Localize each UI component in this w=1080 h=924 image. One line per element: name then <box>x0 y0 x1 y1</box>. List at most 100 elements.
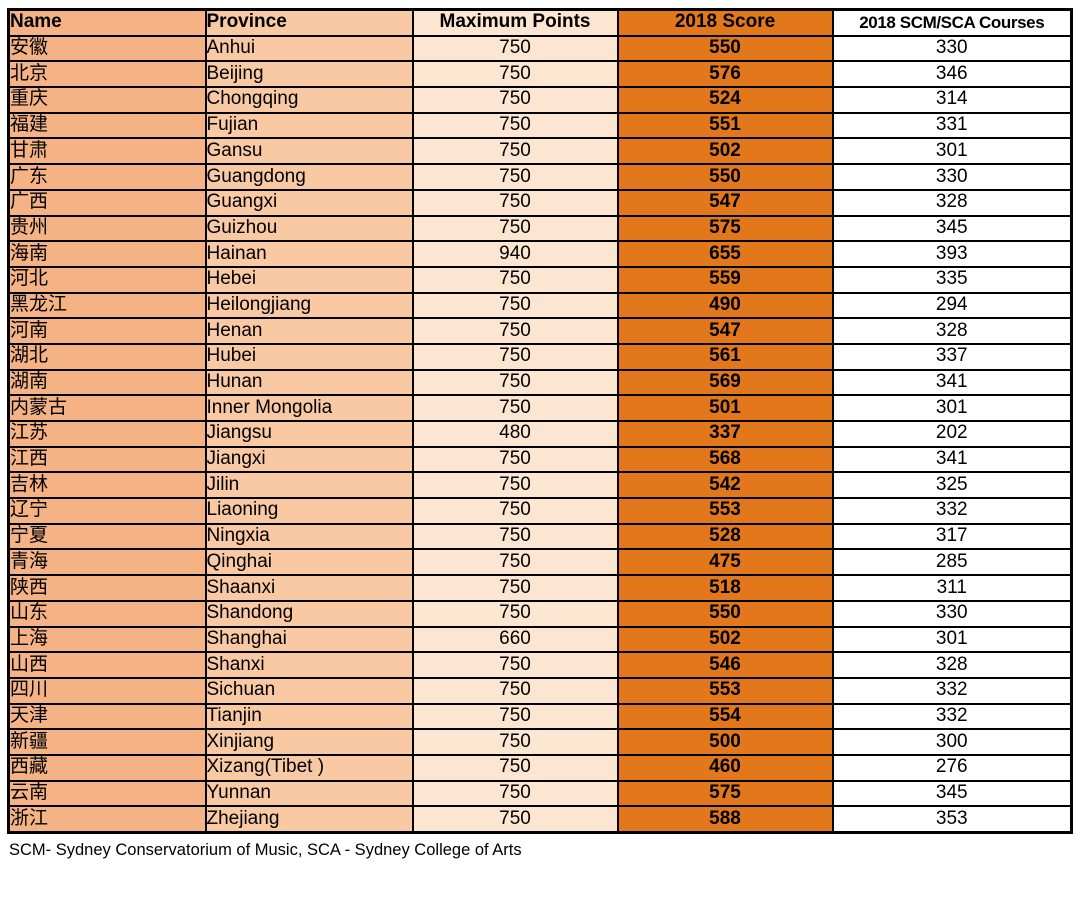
courses-cell: 314 <box>831 86 1073 114</box>
courses-cell: 325 <box>831 471 1073 500</box>
courses-cell: 330 <box>831 599 1073 628</box>
courses-cell: 345 <box>831 214 1073 243</box>
name-cell: 山西 <box>7 651 207 679</box>
courses-cell: 294 <box>831 291 1073 320</box>
name-cell: 贵州 <box>7 214 207 243</box>
province-cell: Anhui <box>204 34 414 63</box>
province-cell: Xinjiang <box>204 728 414 756</box>
score-cell: 553 <box>616 497 834 525</box>
province-cell: Hunan <box>204 368 414 397</box>
score-cell: 460 <box>616 753 834 782</box>
courses-cell: 301 <box>831 137 1073 166</box>
courses-cell: 341 <box>831 368 1073 397</box>
province-cell: Zhejiang <box>204 805 414 834</box>
courses-cell: 393 <box>831 240 1073 268</box>
table-row: 安徽 Anhui 750 550 330 <box>7 34 1073 63</box>
table-header: Name Province Maximum Points 2018 Score … <box>7 8 1073 37</box>
page: Name Province Maximum Points 2018 Score … <box>7 8 1073 859</box>
score-cell: 551 <box>616 111 834 140</box>
score-cell: 490 <box>616 291 834 320</box>
courses-cell: 335 <box>831 265 1073 294</box>
courses-cell: 301 <box>831 625 1073 654</box>
max-points-cell: 750 <box>411 342 619 371</box>
score-cell: 500 <box>616 728 834 756</box>
courses-cell: 332 <box>831 676 1073 705</box>
score-cell: 575 <box>616 779 834 808</box>
table-row: 山东 Shandong 750 550 330 <box>7 599 1073 628</box>
table-row: 山西 Shanxi 750 546 328 <box>7 651 1073 679</box>
score-cell: 546 <box>616 651 834 679</box>
score-cell: 547 <box>616 188 834 217</box>
province-cell: Tianjin <box>204 702 414 731</box>
courses-cell: 202 <box>831 420 1073 448</box>
table-row: 西藏 Xizang(Tibet ) 750 460 276 <box>7 753 1073 782</box>
courses-cell: 328 <box>831 188 1073 217</box>
column-header-2018-score: 2018 Score <box>616 8 834 37</box>
footnote: SCM- Sydney Conservatorium of Music, SCA… <box>9 841 522 859</box>
max-points-cell: 750 <box>411 291 619 320</box>
province-cell: Heilongjiang <box>204 291 414 320</box>
column-header-scm-sca-courses: 2018 SCM/SCA Courses <box>831 8 1073 37</box>
score-cell: 576 <box>616 60 834 89</box>
province-cell: Beijing <box>204 60 414 89</box>
table-row: 贵州 Guizhou 750 575 345 <box>7 214 1073 243</box>
score-cell: 561 <box>616 342 834 371</box>
max-points-cell: 750 <box>411 60 619 89</box>
max-points-cell: 750 <box>411 394 619 422</box>
max-points-cell: 480 <box>411 420 619 448</box>
table-row: 河南 Henan 750 547 328 <box>7 317 1073 345</box>
name-cell: 江苏 <box>7 420 207 448</box>
name-cell: 浙江 <box>7 805 207 834</box>
score-cell: 475 <box>616 548 834 577</box>
courses-cell: 337 <box>831 342 1073 371</box>
province-cell: Shanxi <box>204 651 414 679</box>
courses-cell: 328 <box>831 317 1073 345</box>
name-cell: 辽宁 <box>7 497 207 525</box>
table-row: 海南 Hainan 940 655 393 <box>7 240 1073 268</box>
name-cell: 云南 <box>7 779 207 808</box>
courses-cell: 328 <box>831 651 1073 679</box>
table-row: 上海 Shanghai 660 502 301 <box>7 625 1073 654</box>
max-points-cell: 750 <box>411 728 619 756</box>
name-cell: 四川 <box>7 676 207 705</box>
courses-cell: 330 <box>831 163 1073 191</box>
province-cell: Shandong <box>204 599 414 628</box>
name-cell: 北京 <box>7 60 207 89</box>
score-cell: 547 <box>616 317 834 345</box>
province-cell: Xizang(Tibet ) <box>204 753 414 782</box>
max-points-cell: 750 <box>411 548 619 577</box>
name-cell: 广西 <box>7 188 207 217</box>
score-cell: 550 <box>616 163 834 191</box>
courses-cell: 285 <box>831 548 1073 577</box>
table-row: 青海 Qinghai 750 475 285 <box>7 548 1073 577</box>
province-cell: Guangxi <box>204 188 414 217</box>
courses-cell: 300 <box>831 728 1073 756</box>
province-cell: Gansu <box>204 137 414 166</box>
name-cell: 湖北 <box>7 342 207 371</box>
name-cell: 黑龙江 <box>7 291 207 320</box>
header-row: Name Province Maximum Points 2018 Score … <box>7 8 1073 37</box>
table-body: 安徽 Anhui 750 550 330 北京 Beijing 750 576 … <box>7 34 1073 834</box>
name-cell: 上海 <box>7 625 207 654</box>
courses-cell: 301 <box>831 394 1073 422</box>
table-row: 江苏 Jiangsu 480 337 202 <box>7 420 1073 448</box>
province-cell: Guangdong <box>204 163 414 191</box>
table-row: 天津 Tianjin 750 554 332 <box>7 702 1073 731</box>
province-cell: Jiangsu <box>204 420 414 448</box>
score-cell: 550 <box>616 34 834 63</box>
table-row: 河北 Hebei 750 559 335 <box>7 265 1073 294</box>
province-cell: Shaanxi <box>204 574 414 602</box>
score-cell: 569 <box>616 368 834 397</box>
score-cell: 568 <box>616 445 834 474</box>
province-cell: Liaoning <box>204 497 414 525</box>
name-cell: 河北 <box>7 265 207 294</box>
max-points-cell: 750 <box>411 445 619 474</box>
name-cell: 海南 <box>7 240 207 268</box>
score-cell: 528 <box>616 522 834 551</box>
table-row: 新疆 Xinjiang 750 500 300 <box>7 728 1073 756</box>
max-points-cell: 750 <box>411 214 619 243</box>
courses-cell: 332 <box>831 702 1073 731</box>
table-row: 辽宁 Liaoning 750 553 332 <box>7 497 1073 525</box>
max-points-cell: 750 <box>411 522 619 551</box>
province-cell: Sichuan <box>204 676 414 705</box>
